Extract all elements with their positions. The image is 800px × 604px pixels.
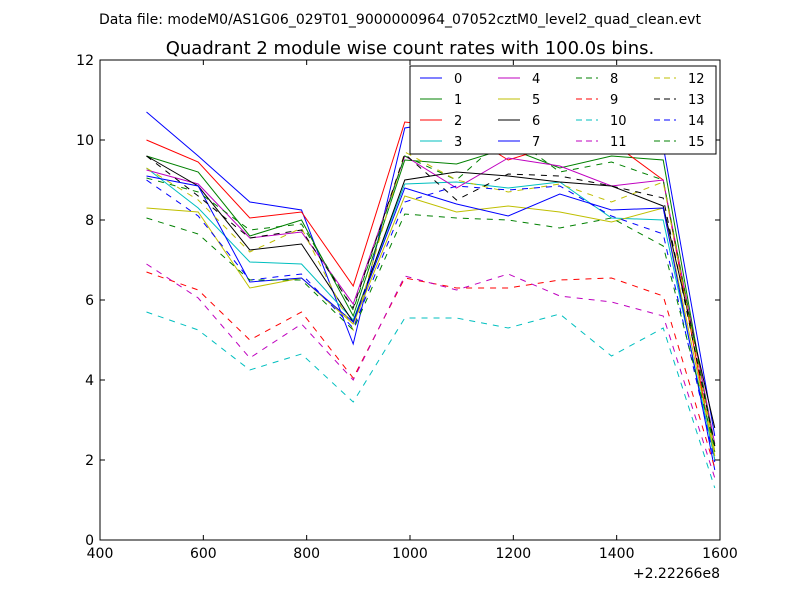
legend-label-8: 8 xyxy=(610,72,618,87)
series-line-15 xyxy=(146,213,716,449)
y-tick-label: 0 xyxy=(85,533,94,549)
legend-label-9: 9 xyxy=(610,93,618,108)
series-line-4 xyxy=(146,155,716,445)
x-tick-label: 1400 xyxy=(599,546,635,562)
series-line-3 xyxy=(146,167,716,461)
legend-label-5: 5 xyxy=(532,93,540,108)
y-tick-label: 6 xyxy=(85,293,94,309)
y-tick-label: 10 xyxy=(76,133,94,149)
legend-label-14: 14 xyxy=(688,114,705,129)
legend-label-11: 11 xyxy=(610,135,627,150)
legend-label-6: 6 xyxy=(532,114,540,129)
legend-label-10: 10 xyxy=(610,114,627,129)
y-tick-label: 2 xyxy=(85,453,94,469)
series-line-12 xyxy=(146,151,716,453)
y-tick-label: 4 xyxy=(85,373,94,389)
x-tick-label: 1200 xyxy=(496,546,532,562)
series-line-1 xyxy=(146,147,716,453)
series-line-13 xyxy=(146,153,716,447)
x-axis-offset-label: +2.22266e8 xyxy=(633,566,720,582)
figure-suptitle: Data file: modeM0/AS1G06_029T01_90000009… xyxy=(99,12,701,28)
legend-label-15: 15 xyxy=(688,135,705,150)
legend-label-4: 4 xyxy=(532,72,540,87)
legend-label-12: 12 xyxy=(688,72,705,87)
series-line-5 xyxy=(146,195,716,457)
legend-label-1: 1 xyxy=(454,93,462,108)
legend-label-13: 13 xyxy=(688,93,705,108)
legend-label-3: 3 xyxy=(454,135,462,150)
series-line-6 xyxy=(146,155,716,429)
x-tick-label: 1000 xyxy=(392,546,428,562)
y-tick-label: 8 xyxy=(85,213,94,229)
legend-label-7: 7 xyxy=(532,135,540,150)
x-tick-label: 1600 xyxy=(702,546,738,562)
series-line-10 xyxy=(146,311,716,489)
x-tick-label: 800 xyxy=(293,546,320,562)
chart-title: Quadrant 2 module wise count rates with … xyxy=(166,38,655,59)
series-line-14 xyxy=(146,179,716,463)
axes: 400 600 800 1000 1200 1400 1600024681012+2.222… xyxy=(76,53,738,582)
legend-label-0: 0 xyxy=(454,72,462,87)
x-tick-label: 600 xyxy=(190,546,217,562)
legend-label-2: 2 xyxy=(454,114,462,129)
series-line-8 xyxy=(146,133,716,447)
series-line-11 xyxy=(146,263,716,479)
x-tick-label: 400 xyxy=(87,546,114,562)
y-tick-label: 12 xyxy=(76,53,94,69)
series-line-7 xyxy=(146,175,716,471)
legend-box xyxy=(409,65,717,155)
